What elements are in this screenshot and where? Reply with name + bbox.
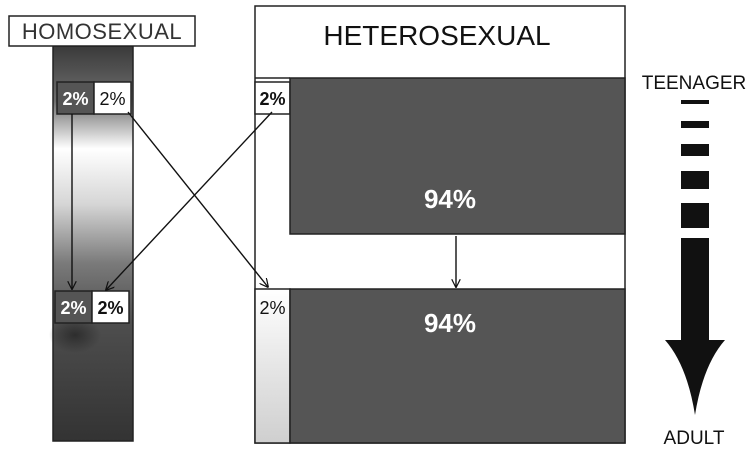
homo-teen-light-block [93,81,132,115]
hetero-adult-light-value: 2% [259,298,285,318]
homosexual-column: HOMOSEXUAL 2% 2% 2% 2% [8,15,196,442]
homo-adult-dark-block [54,290,93,324]
hetero-adult-main-block [289,288,626,444]
timeline-dash-1 [681,100,709,104]
timeline: TEENAGER ADULT [642,73,747,449]
homosexual-adult-shadow [49,317,101,353]
timeline-dash-3 [681,144,709,156]
timeline-end-label: ADULT [664,428,725,449]
timeline-arrow-icon [665,238,725,415]
homosexual-title: HOMOSEXUAL [22,19,182,44]
hetero-teen-main-value: 94% [424,184,476,214]
homosexual-title-box [8,15,196,47]
hetero-teen-light-value: 2% [259,89,285,109]
hetero-adult-main-value: 94% [424,308,476,338]
timeline-dash-2 [681,121,709,128]
transition-arrows [72,111,456,290]
homo-adult-light-block [91,290,130,324]
homo-teen-dark-value: 2% [62,89,88,109]
heterosexual-column: HETEROSEXUAL 2% 94% 2% 94% [254,5,626,444]
timeline-dash-5 [681,203,709,228]
homo-adult-dark-value: 2% [60,298,86,318]
homo-teen-light-value: 2% [99,89,125,109]
timeline-dash-4 [681,171,709,189]
arrow-homo-light-to-hetero [127,111,268,287]
timeline-start-label: TEENAGER [642,73,747,94]
heterosexual-title: HETEROSEXUAL [323,20,550,51]
homo-adult-light-value: 2% [97,298,123,318]
hetero-adult-side-bar [254,288,291,444]
arrow-hetero-light-to-homo [106,111,273,290]
hetero-teen-main-block [289,77,626,235]
